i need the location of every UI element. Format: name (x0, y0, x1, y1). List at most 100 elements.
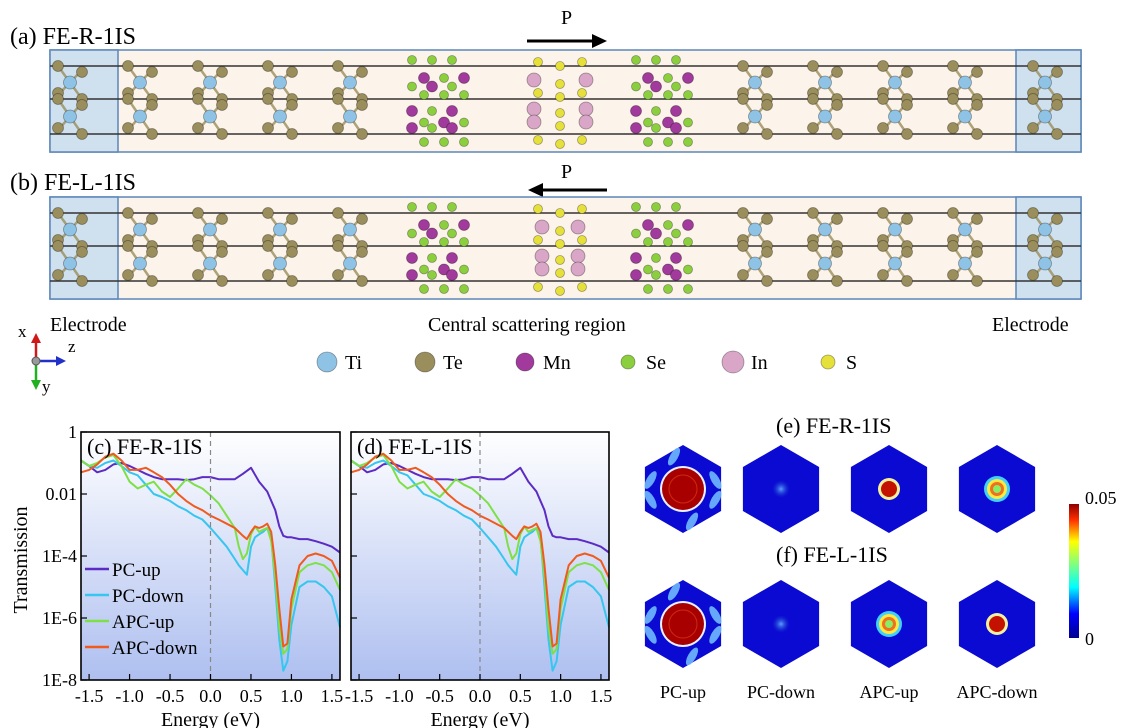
atom-se (439, 137, 449, 147)
atom-se (643, 137, 653, 147)
atom-se (663, 237, 673, 247)
atom-te (286, 66, 298, 78)
atom-te (737, 207, 749, 219)
x-tick-label: -0.5 (156, 686, 185, 706)
atom-se (671, 55, 681, 65)
atom-ti (888, 222, 902, 237)
atom-ti (343, 256, 357, 271)
atom-ti (203, 222, 217, 237)
atom-ti (133, 222, 147, 237)
atom-te (192, 122, 204, 134)
atom-ti (1038, 109, 1052, 124)
colorbar-min-label: 0 (1085, 629, 1094, 649)
x-tick-label: 1.0 (280, 686, 303, 706)
atom-se (631, 81, 641, 92)
atom-se (651, 253, 661, 263)
atom-se (447, 202, 457, 212)
panel-a-p-label: P (561, 7, 572, 29)
atom-te (262, 93, 274, 105)
atom-te (831, 246, 843, 258)
electrode-right-box (1015, 196, 1082, 300)
chart-title: (c) FE-R-1IS (87, 434, 202, 459)
atom-te (761, 99, 773, 111)
atom-ti (748, 75, 762, 90)
x-tick-label: -1.0 (115, 686, 144, 706)
atom-te (216, 275, 228, 287)
atom-mn (642, 219, 654, 231)
atom-mn (406, 105, 418, 117)
atom-te (356, 246, 368, 258)
atom-se (651, 55, 661, 65)
atom-mn (650, 227, 662, 240)
atom-se (447, 228, 457, 239)
atom-se (631, 202, 641, 212)
x-tick-label: 1.0 (549, 686, 572, 706)
atom-mn (670, 105, 682, 117)
atom-te (761, 66, 773, 78)
atom-mn (426, 80, 438, 93)
legend-item-s: S (820, 352, 857, 374)
panel-f-title: (f) FE-L-1IS (776, 542, 888, 567)
atom-ti (343, 222, 357, 237)
atom-mn (418, 72, 430, 84)
atom-te (146, 213, 158, 225)
atom-se (663, 73, 673, 83)
atom-se (439, 237, 449, 247)
legend-item-te: Te (414, 351, 463, 374)
atom-mn (682, 72, 694, 84)
atom-te (52, 122, 64, 134)
atom-te (761, 275, 773, 287)
atom-ti (818, 75, 832, 90)
legend-label-in: In (751, 352, 768, 374)
atom-mn (438, 263, 450, 276)
atom-te (286, 275, 298, 287)
atom-te (947, 207, 959, 219)
atom-se (407, 228, 417, 239)
atom-se (407, 81, 417, 92)
atom-mn (630, 105, 642, 117)
series-apc-down (350, 452, 610, 648)
atom-se (419, 137, 429, 147)
atom-s (577, 204, 587, 214)
atom-ti (343, 109, 357, 124)
legend-label-apc-down: APC-down (112, 638, 198, 659)
atom-se (651, 202, 661, 212)
atom-te (1027, 207, 1039, 219)
y-axis-label: Transmission (10, 506, 32, 613)
atom-te (737, 93, 749, 105)
atom-s (533, 88, 543, 98)
atom-ti (133, 256, 147, 271)
atom-te (262, 207, 274, 219)
atom-se (427, 253, 437, 263)
atom-mn (458, 72, 470, 84)
atom-te (192, 269, 204, 281)
atom-te (947, 240, 959, 252)
atom-ti (1038, 222, 1052, 237)
atom-te (122, 122, 134, 134)
transmission-map-f-pc-up (644, 580, 722, 668)
atom-mn (682, 219, 694, 231)
atom-te (216, 246, 228, 258)
column-label-pc-up: PC-up (660, 682, 706, 702)
atom-s (533, 282, 543, 292)
atom-in (570, 219, 586, 235)
atom-te (332, 60, 344, 72)
atom-te (356, 213, 368, 225)
atom-se (683, 137, 693, 147)
x-tick-label: 0.5 (240, 686, 263, 706)
transmission-map-f-apc-down (958, 580, 1036, 668)
atom-te (971, 99, 983, 111)
atom-te (146, 128, 158, 140)
series-pc-up (80, 459, 341, 554)
atom-se (427, 106, 437, 116)
electrode-left-label: Electrode (50, 314, 127, 336)
axis-x-label: x (18, 322, 27, 341)
atom-ti (273, 222, 287, 237)
atom-ti (133, 75, 147, 90)
atom-te (76, 275, 88, 287)
atom-in (570, 248, 586, 264)
structure-strip-a (49, 49, 1082, 153)
atom-te (901, 66, 913, 78)
atom-s (555, 92, 565, 102)
x-axis-label: Energy (eV) (161, 709, 260, 728)
